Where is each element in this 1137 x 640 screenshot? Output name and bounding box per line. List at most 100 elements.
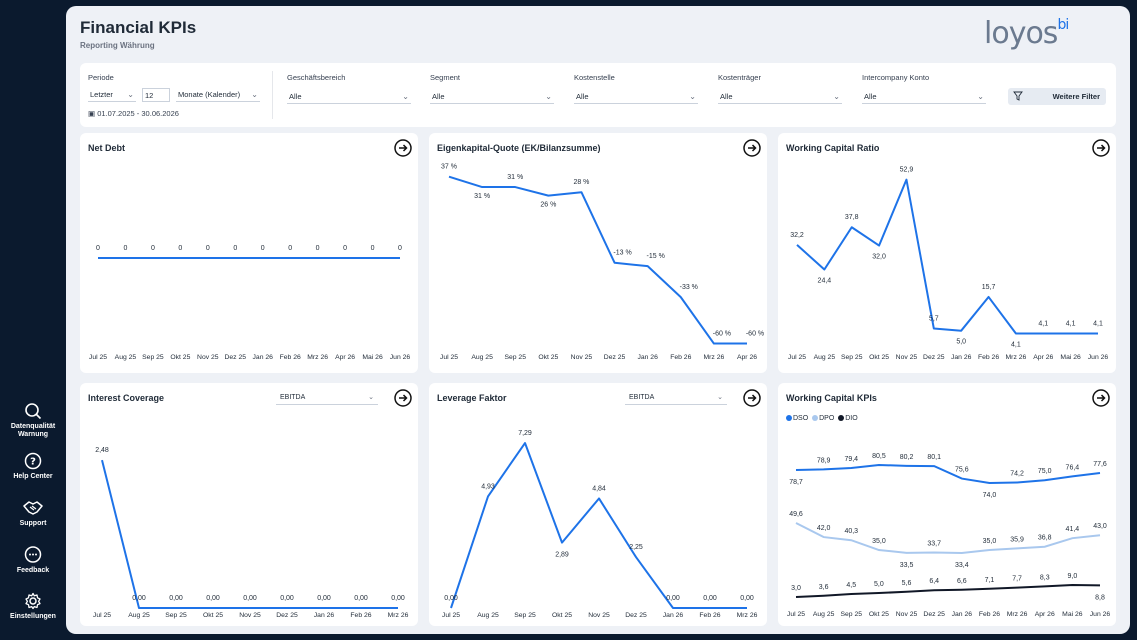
data-label: 31 % xyxy=(507,174,523,181)
chevron-down-icon: ⌄ xyxy=(717,394,723,401)
data-label: 78,9 xyxy=(817,457,831,464)
arrow-right-icon xyxy=(394,389,412,407)
x-tick-label: Aug 25 xyxy=(814,354,836,361)
x-tick-label: Aug 25 xyxy=(477,612,499,619)
x-tick-label: Mai 26 xyxy=(1062,611,1083,618)
data-label: 35,0 xyxy=(872,538,886,545)
x-tick-label: Nov 25 xyxy=(588,612,610,619)
x-tick-label: Jul 25 xyxy=(787,611,805,618)
data-label: -60 % xyxy=(713,331,731,338)
geschaeftsbereich-select[interactable]: Alle ⌄ xyxy=(287,90,411,104)
data-label: 2,89 xyxy=(555,552,569,559)
periode-mode-select[interactable]: Letzter ⌄ xyxy=(88,88,136,102)
leverage-measure-select[interactable]: EBITDA ⌄ xyxy=(625,390,727,405)
x-tick-label: Jul 25 xyxy=(442,612,460,619)
x-tick-label: Mrz 26 xyxy=(1007,611,1028,618)
gear-icon xyxy=(25,592,41,610)
loyos-logo: loyosbi xyxy=(984,16,1069,51)
card-title: Leverage Faktor xyxy=(437,393,507,403)
working-capital-kpis-card: Jul 25 Aug 25 Sep 25 Okt 25 Nov 25 Dez 25 Jan … xyxy=(778,383,1116,626)
more-filters-button[interactable]: Weitere Filter xyxy=(1008,88,1106,105)
series-line-dso xyxy=(795,463,1101,485)
interest-measure-select[interactable]: EBITDA ⌄ xyxy=(276,390,378,405)
periode-count-input[interactable]: 12 xyxy=(142,88,170,102)
svg-text:?: ? xyxy=(30,457,36,468)
data-label: 0 xyxy=(96,245,100,252)
intercompany-label: Intercompany Konto xyxy=(862,73,930,82)
segment-select[interactable]: Alle ⌄ xyxy=(430,90,554,104)
leverage-card: Jul 25 Aug 25 Sep 25 Okt 25 Nov 25 Dez 25 Jan … xyxy=(429,383,767,626)
x-tick-label: Mrz 26 xyxy=(703,354,724,361)
x-tick-label: Sep 25 xyxy=(142,354,164,361)
data-label: 49,6 xyxy=(789,511,803,518)
card-title: Eigenkapital-Quote (EK/Bilanzsumme) xyxy=(437,143,601,153)
data-label: 4,5 xyxy=(846,582,856,589)
measure-value: EBITDA xyxy=(280,394,306,401)
periode-unit-select[interactable]: Monate (Kalender) ⌄ xyxy=(176,88,260,102)
data-label: 7,29 xyxy=(518,430,532,437)
x-tick-label: Jun 26 xyxy=(390,354,411,361)
arrow-right-icon xyxy=(743,139,761,157)
x-tick-label: Sep 25 xyxy=(840,611,862,618)
data-label: 0 xyxy=(233,245,237,252)
drill-arrow-button[interactable] xyxy=(743,139,761,157)
sidebar-item-label: Support xyxy=(19,520,47,527)
x-tick-label: Nov 25 xyxy=(571,354,593,361)
net_debt-chart: Jul 25 Aug 25 Sep 25 Okt 25 Nov 25 Dez 25 Jan … xyxy=(89,245,411,361)
x-tick-label: Feb 26 xyxy=(699,612,720,619)
sidebar-item-help-center[interactable]: ? Help Center xyxy=(0,452,66,481)
arrow-right-icon xyxy=(1092,389,1110,407)
sidebar-item-data-quality[interactable]: Datenqualität Warnung xyxy=(0,402,66,439)
search-icon xyxy=(25,403,42,420)
data-label: 43,0 xyxy=(1093,523,1107,530)
segment-label: Segment xyxy=(430,73,461,82)
data-label: 0,00 xyxy=(206,595,220,602)
handshake-icon xyxy=(23,501,43,515)
data-label: -33 % xyxy=(680,284,698,291)
data-label: 40,3 xyxy=(844,528,858,535)
data-label: 7,1 xyxy=(985,577,995,584)
data-label: 0,00 xyxy=(280,595,294,602)
data-label: 32,2 xyxy=(790,232,804,239)
data-label: 4,93 xyxy=(481,483,495,490)
drill-arrow-button[interactable] xyxy=(1092,139,1110,157)
kostentraeger-select[interactable]: Alle ⌄ xyxy=(718,90,842,104)
interest-chart: Jul 25 Aug 25 Sep 25 Okt 25 Nov 25 Dez 25 Jan … xyxy=(93,447,409,619)
logo-suffix: bi xyxy=(1057,17,1069,33)
wcr-chart: Jul 25 Aug 25 Sep 25 Okt 25 Nov 25 Dez 25 Jan … xyxy=(788,167,1108,361)
chart-legend: DSO DPO DIO xyxy=(786,415,858,422)
kostenstelle-label: Kostenstelle xyxy=(574,73,615,82)
data-label: -13 % xyxy=(613,250,631,257)
data-label: 5,7 xyxy=(929,315,939,322)
intercompany-select[interactable]: Alle ⌄ xyxy=(862,90,986,104)
drill-arrow-button[interactable] xyxy=(743,389,761,407)
page-subtitle: Reporting Währung xyxy=(80,41,155,50)
data-label: 8,3 xyxy=(1040,574,1050,581)
x-tick-label: Nov 25 xyxy=(896,354,918,361)
drill-arrow-button[interactable] xyxy=(1092,389,1110,407)
sidebar-item-label: Help Center xyxy=(13,473,53,480)
sidebar-item-support[interactable]: Support xyxy=(0,499,66,528)
data-label: 5,0 xyxy=(956,339,966,346)
kostenstelle-select[interactable]: Alle ⌄ xyxy=(574,90,698,104)
calendar-icon: ▣ xyxy=(88,109,96,118)
x-tick-label: Sep 25 xyxy=(504,354,526,361)
x-tick-label: Mrz 26 xyxy=(737,612,758,619)
arrow-right-icon xyxy=(743,389,761,407)
legend-label: DIO xyxy=(845,415,858,422)
drill-arrow-button[interactable] xyxy=(394,389,412,407)
working-capital-ratio-card: Jul 25 Aug 25 Sep 25 Okt 25 Nov 25 Dez 25 Jan … xyxy=(778,133,1116,373)
x-tick-label: Apr 26 xyxy=(1033,354,1053,361)
x-tick-label: Jul 25 xyxy=(93,612,111,619)
drill-arrow-button[interactable] xyxy=(394,139,412,157)
chevron-down-icon: ⌄ xyxy=(402,92,409,101)
x-tick-label: Jan 26 xyxy=(952,611,973,618)
periode-label: Periode xyxy=(88,73,114,82)
x-tick-label: Okt 25 xyxy=(203,612,223,619)
arrow-right-icon xyxy=(394,139,412,157)
data-label: 75,6 xyxy=(955,467,969,474)
x-tick-label: Feb 26 xyxy=(978,354,999,361)
sidebar-item-feedback[interactable]: Feedback xyxy=(0,546,66,575)
sidebar-item-settings[interactable]: Einstellungen xyxy=(0,592,66,621)
chevron-down-icon: ⌄ xyxy=(545,92,552,101)
